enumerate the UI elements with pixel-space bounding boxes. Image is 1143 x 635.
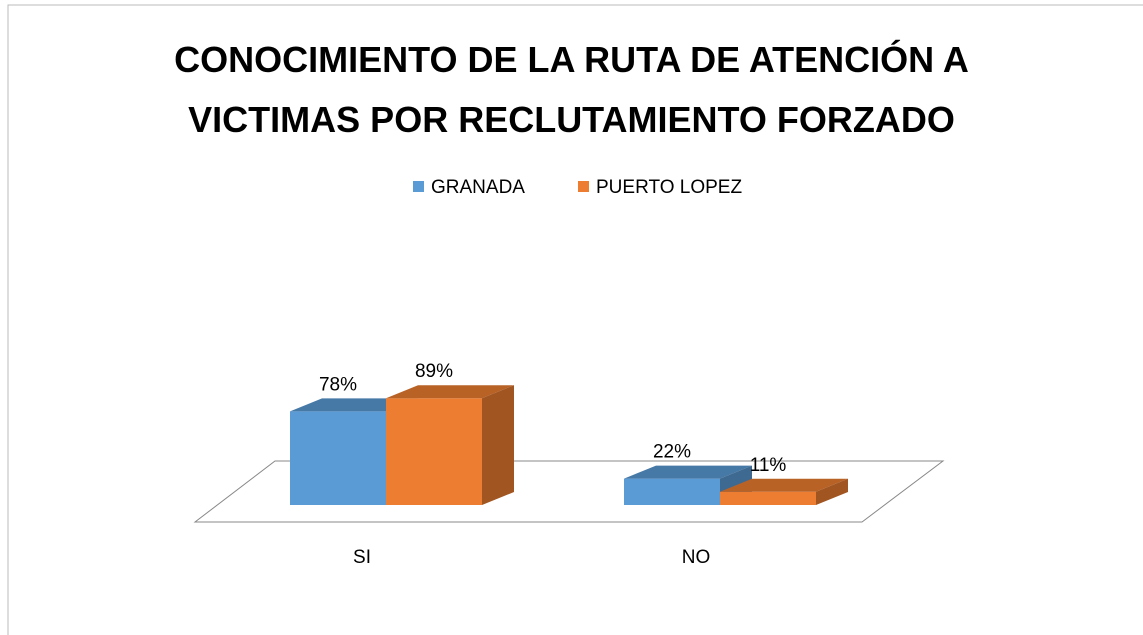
chart-frame: [7, 4, 1143, 635]
bar-front: [720, 491, 816, 505]
bar-top: [720, 478, 848, 492]
bar-front: [624, 478, 720, 505]
x-tick-label: SI: [353, 547, 371, 568]
chart-title: CONOCIMIENTO DE LA RUTA DE ATENCIÓN A VI…: [174, 39, 969, 140]
bar-top: [624, 465, 752, 479]
bar: [386, 385, 514, 505]
data-label: 78%: [319, 374, 357, 395]
bar-side: [816, 478, 848, 505]
bar-front: [290, 411, 386, 505]
bar: [720, 478, 848, 505]
legend-label: GRANADA: [431, 177, 525, 198]
legend-label: PUERTO LOPEZ: [596, 177, 742, 198]
data-label: 89%: [415, 361, 453, 382]
data-label: 22%: [653, 442, 691, 463]
x-tick-label: NO: [682, 547, 711, 568]
bar-front: [386, 398, 482, 505]
data-label: 11%: [750, 455, 787, 476]
legend-swatch: [413, 181, 424, 192]
legend-swatch: [578, 181, 589, 192]
bar-top: [386, 385, 514, 399]
bar-side: [482, 385, 514, 505]
